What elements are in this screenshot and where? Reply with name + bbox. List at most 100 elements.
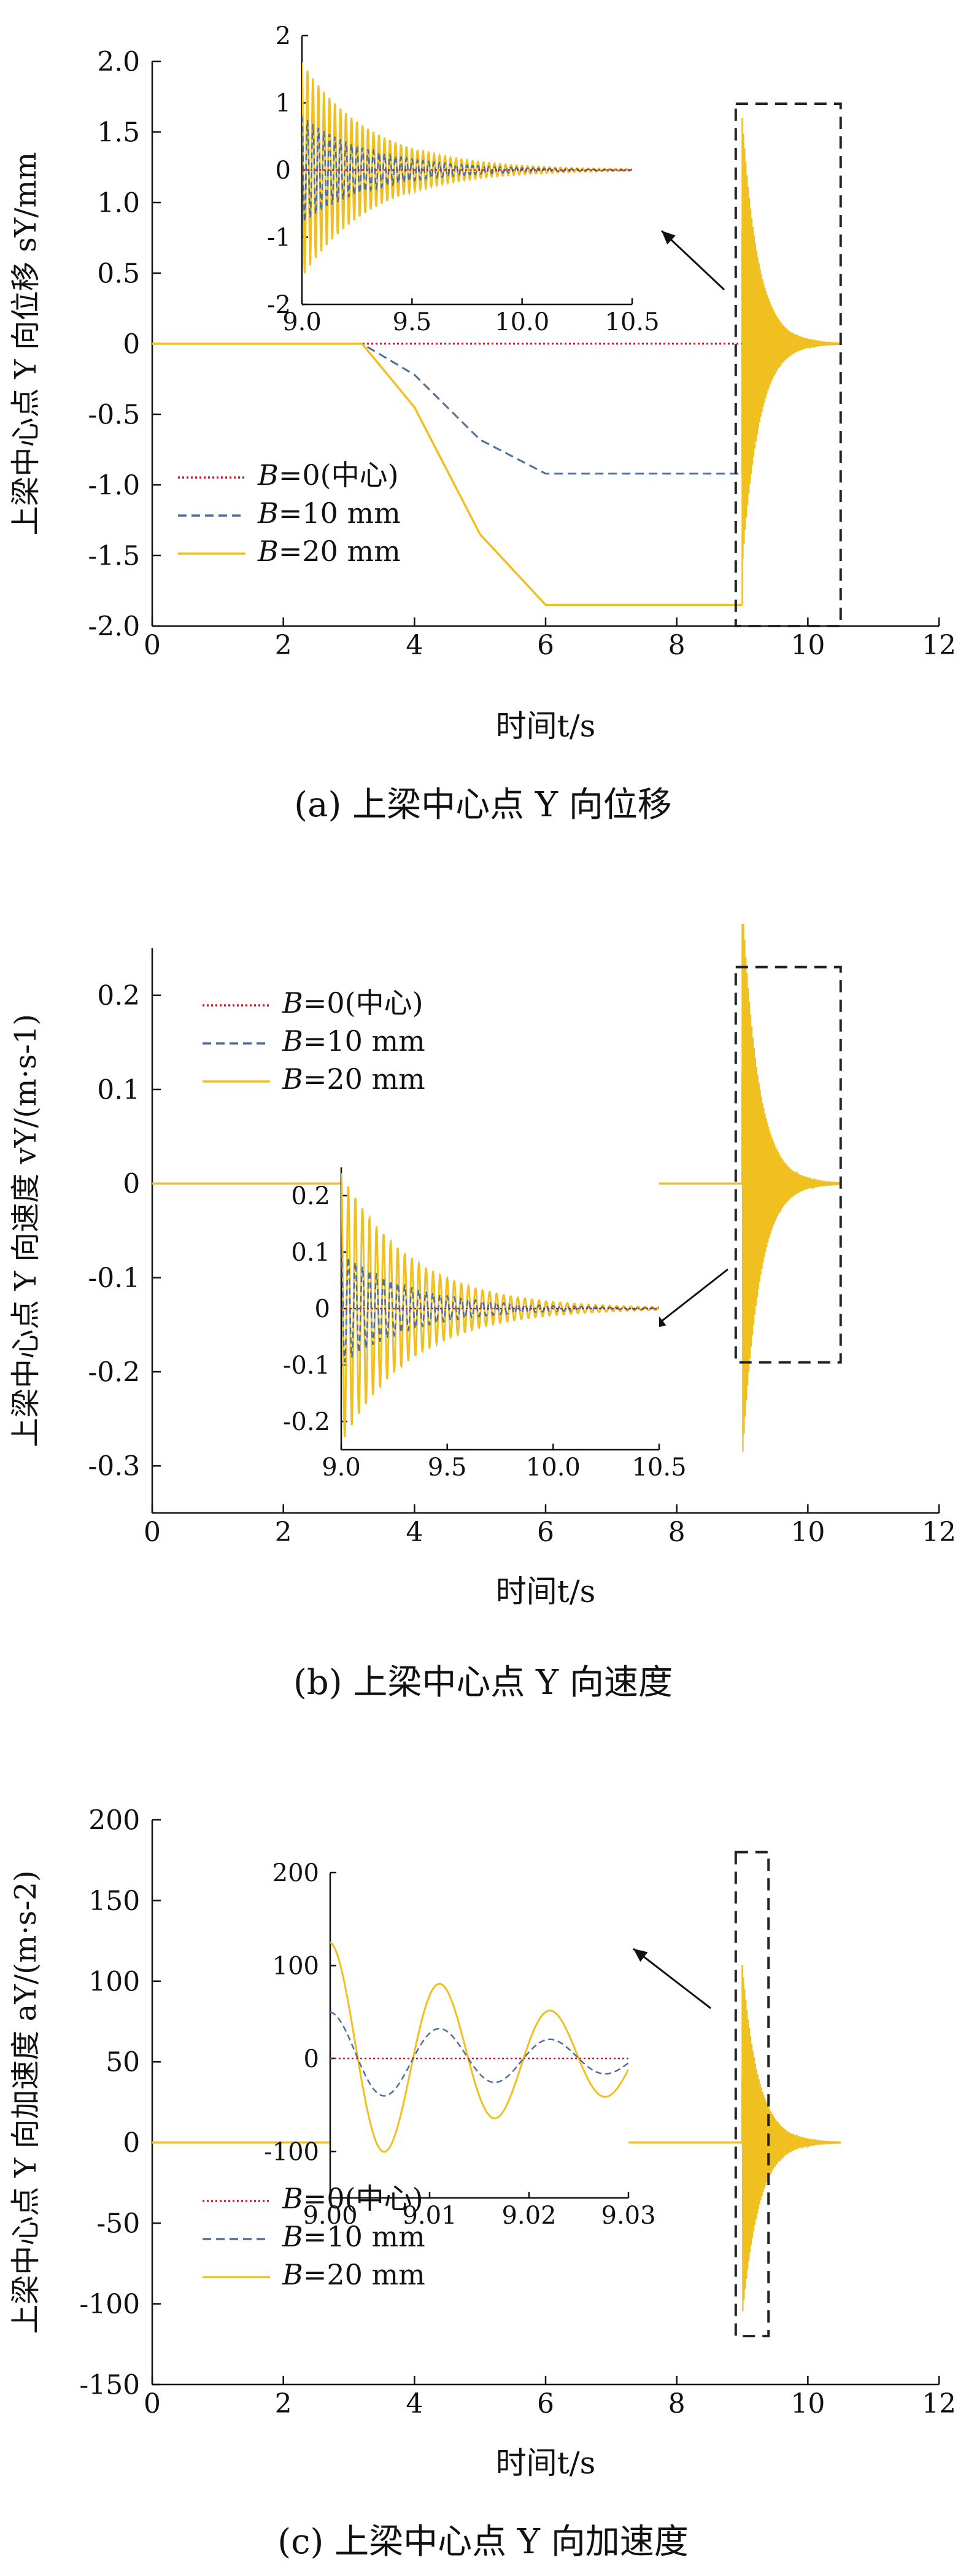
chart-a-x-tick-label: 6 [537,630,554,661]
chart-b-x-tick-label: 4 [406,1517,423,1548]
chart-c-y-tick-label: 50 [106,2047,140,2078]
chart-a-x-tick-label: 12 [922,630,956,661]
chart-b-x-tick-label: 6 [537,1517,554,1548]
inset-c-y-tick-label: 200 [272,1859,319,1887]
figure-caption: (a) 上梁中心点 Y 向位移 [294,785,671,825]
series-b20-oscillation [741,924,841,1452]
inset-plot-area [302,62,632,274]
inset-a-y-tick-label: 2 [276,22,291,50]
inset-a-y-tick-label: 0 [276,157,291,185]
chart-c-y-tick-label: -100 [79,2289,140,2320]
zoom-arrow-head [633,1949,648,1962]
inset-c-x-tick-label: 9.03 [601,2202,655,2230]
inset-c-y-tick-label: 100 [272,1952,319,1980]
chart-a-plot-area [152,117,841,606]
legend-label: B=0(中心) [282,986,423,1019]
legend-label: B=20 mm [282,2258,425,2291]
inset-series-b10 [341,1251,659,1363]
inset-c-y-tick-label: 0 [304,2045,319,2073]
figure-caption: (c) 上梁中心点 Y 向加速度 [277,2522,688,2562]
chart-b-y-tick-label: -0.1 [88,1263,140,1294]
zoom-box [734,1851,770,2338]
chart-c-x-tick-label: 4 [406,2388,423,2419]
inset-b-x-tick-label: 10.0 [526,1453,581,1482]
chart-a-x-tick-label: 2 [275,630,292,661]
x-axis-label: 时间t/s [496,1574,596,1609]
chart-c-x-tick-label: 8 [668,2388,686,2419]
chart-a-y-tick-label: -1.5 [88,540,140,571]
chart-b-x-tick-label: 12 [922,1517,956,1548]
series-b20-oscillation [741,1965,841,2311]
zoom-arrow [660,230,725,291]
chart-b-y-tick-label: -0.2 [88,1356,140,1388]
chart-a-y-tick-label: 2.0 [97,46,140,77]
inset-a-y-tick-label: 1 [276,90,291,118]
inset-plot-area [330,1941,628,2153]
chart-a-y-tick-label: 1.5 [97,117,140,148]
legend: B=0(中心) B=10 mm B=20 mm [178,458,401,568]
y-axis-label: 上梁中心点 Y 向加速度 aY/(m·s-2) [9,1870,43,2334]
chart-b-y-tick-label: -0.3 [88,1451,140,1482]
chart-c-x-tick-label: 2 [275,2388,292,2419]
chart-c-x-tick-label: 6 [537,2388,554,2419]
chart-a-y-tick-label: -1.0 [88,470,140,501]
inset-a-x-tick-label: 10.0 [495,308,549,336]
y-axis-label: 上梁中心点 Y 向速度 vY/(m·s-1) [9,1014,43,1447]
chart-b: 0 2 4 6 8 10 12 -0.3 -0.2 -0.1 0 0.1 0.2 9.0 9.5 10.0 10… [9,924,956,1703]
legend-label: B=20 mm [282,1062,425,1096]
legend-label: B=10 mm [282,2220,425,2253]
zoom-arrow [651,1268,728,1330]
series-b10-line [152,342,743,475]
zoom-arrow [633,1947,711,2009]
chart-c-y-tick-label: 100 [88,1966,140,1997]
inset-plot-area [341,1173,659,1437]
chart-c: 0 2 4 6 8 10 12 -150 -100 -50 0 50 100 150 200 9.00 9.01… [9,1804,956,2562]
chart-a-x-tick-label: 0 [144,630,161,661]
inset-a-y-tick-label: -1 [267,224,291,252]
chart-b-x-tick-label: 2 [275,1517,292,1548]
chart-c-x-tick-label: 12 [922,2388,956,2419]
y-axis-label: 上梁中心点 Y 向位移 sY/mm [9,152,43,536]
legend: B=0(中心) B=10 mm B=20 mm [203,2182,425,2291]
chart-c-y-tick-label: 200 [88,1804,140,1836]
chart-c-y-tick-label: -50 [96,2208,140,2240]
inset-chart-c: 9.00 9.01 9.02 9.03 -100 0 100 200 [264,1859,655,2230]
chart-b-y-tick-label: 0 [123,1169,140,1200]
inset-b-x-tick-label: 9.0 [322,1453,361,1482]
chart-b-x-tick-label: 0 [144,1517,161,1548]
inset-b-x-tick-label: 9.5 [428,1453,467,1482]
chart-b-x-tick-label: 10 [790,1517,825,1548]
inset-b-y-tick-label: 0.1 [291,1239,330,1267]
inset-b-y-tick-label: -0.2 [283,1408,330,1436]
inset-series-b10 [330,2011,628,2097]
chart-a: 0 2 4 6 8 10 12-2.0-1.5-1.0-0.500.51.01.52.09.… [9,22,956,825]
inset-chart-a: 9.0 9.5 10.0 10.5 -2 -1 0 1 2 [267,22,660,336]
inset-c-x-tick-label: 9.01 [402,2202,457,2230]
legend-label: B=20 mm [257,535,401,568]
chart-c-y-tick-label: -150 [79,2369,140,2400]
chart-a-x-tick-label: 4 [406,630,423,661]
inset-c-y-tick-label: -100 [264,2138,319,2166]
chart-a-x-tick-label: 8 [668,630,686,661]
chart-a-y-tick-label: 1.0 [97,187,140,219]
legend-label: B=0(中心) [282,2182,423,2215]
chart-a-y-tick-label: 0 [123,328,140,360]
inset-b-x-tick-label: 10.5 [632,1453,686,1482]
chart-b-y-tick-label: 0.1 [97,1074,140,1105]
inset-c-x-tick-label: 9.02 [501,2202,556,2230]
chart-b-y-tick-label: 0.2 [97,980,140,1011]
series-b20-oscillation [741,117,841,559]
inset-series-b20 [330,1941,628,2153]
zoom-box [734,965,842,1364]
chart-a-y-tick-label: -0.5 [88,399,140,430]
chart-c-x-tick-label: 10 [790,2388,825,2419]
inset-chart-b: 9.0 9.5 10.0 10.5 -0.2 -0.1 0 0.1 0.2 [283,1167,687,1482]
zoom-box [734,102,842,627]
inset-b-y-tick-label: -0.1 [283,1352,330,1380]
chart-a-x-tick-label: 10 [790,630,825,661]
inset-a-y-tick-label: -2 [267,291,291,319]
x-axis-label: 时间t/s [496,2445,596,2481]
legend-label: B=10 mm [282,1024,425,1058]
chart-c-x-tick-label: 0 [144,2388,161,2419]
